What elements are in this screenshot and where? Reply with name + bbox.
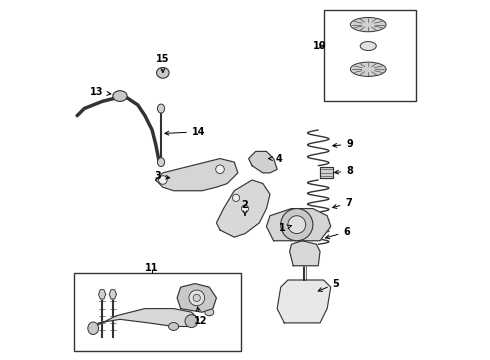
Polygon shape <box>92 309 198 334</box>
Polygon shape <box>248 152 277 173</box>
Text: 5: 5 <box>318 279 340 291</box>
Bar <box>74 273 242 351</box>
Text: 9: 9 <box>333 139 353 149</box>
Text: 2: 2 <box>242 200 248 216</box>
Text: 13: 13 <box>90 87 111 98</box>
Circle shape <box>189 290 205 306</box>
Ellipse shape <box>350 18 386 32</box>
Polygon shape <box>217 180 270 237</box>
Text: 15: 15 <box>156 54 170 73</box>
Ellipse shape <box>113 91 127 102</box>
Circle shape <box>185 315 198 328</box>
Polygon shape <box>277 280 331 323</box>
Bar <box>323 10 416 102</box>
Polygon shape <box>290 241 320 266</box>
Text: 6: 6 <box>325 227 350 239</box>
Circle shape <box>232 194 240 202</box>
Ellipse shape <box>205 309 214 316</box>
Ellipse shape <box>157 104 165 113</box>
Polygon shape <box>177 284 217 312</box>
Ellipse shape <box>360 41 376 50</box>
Text: 8: 8 <box>335 166 353 176</box>
Ellipse shape <box>157 67 169 78</box>
Text: 7: 7 <box>333 198 352 208</box>
Text: 10: 10 <box>313 41 327 51</box>
Text: 12: 12 <box>194 307 207 326</box>
Polygon shape <box>267 208 331 241</box>
Polygon shape <box>109 290 117 299</box>
Circle shape <box>159 176 167 184</box>
Circle shape <box>193 294 200 301</box>
Text: 1: 1 <box>279 223 292 233</box>
Ellipse shape <box>88 322 98 334</box>
Circle shape <box>288 216 306 234</box>
Text: 11: 11 <box>146 263 159 273</box>
Circle shape <box>216 165 224 174</box>
Circle shape <box>281 208 313 241</box>
Circle shape <box>242 205 248 212</box>
Polygon shape <box>320 167 333 178</box>
Ellipse shape <box>350 62 386 76</box>
Polygon shape <box>98 290 106 299</box>
Ellipse shape <box>169 323 178 330</box>
Ellipse shape <box>157 158 165 167</box>
Polygon shape <box>156 158 238 191</box>
Text: 3: 3 <box>154 171 170 181</box>
Text: 14: 14 <box>165 127 205 137</box>
Text: 4: 4 <box>269 154 282 163</box>
